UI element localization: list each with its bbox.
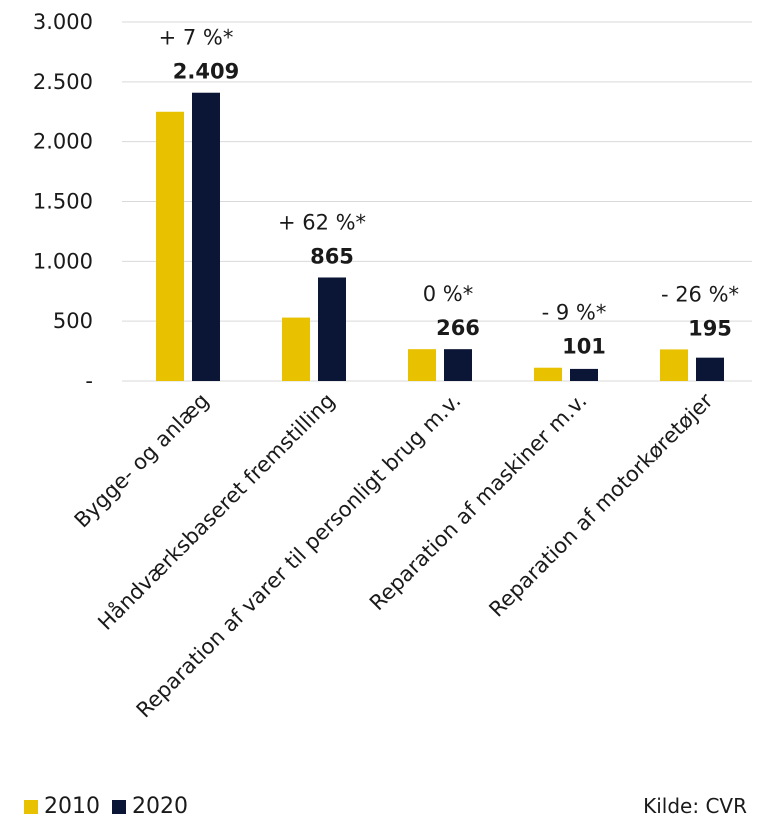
value-label: 101 bbox=[562, 335, 606, 359]
legend-label-2010: 2010 bbox=[44, 794, 100, 819]
bar-2010-2 bbox=[282, 317, 310, 381]
legend: 2010 2020 bbox=[24, 794, 200, 819]
bar-2010-4 bbox=[534, 367, 562, 381]
legend-swatch-2010 bbox=[24, 799, 38, 814]
gridlines bbox=[122, 21, 752, 382]
y-tick-label: - bbox=[85, 369, 93, 393]
category-label: Reparation af maskiner m.v. bbox=[365, 389, 592, 616]
value-label: 865 bbox=[310, 244, 354, 268]
y-axis-ticks: - 500 1.000 1.500 2.000 2.500 3.000 bbox=[33, 10, 93, 393]
y-tick-label: 1.500 bbox=[33, 190, 93, 214]
value-label: 195 bbox=[688, 316, 732, 340]
y-tick-label: 1.000 bbox=[33, 249, 93, 273]
bar-2010-5 bbox=[660, 349, 688, 381]
change-label: - 26 %* bbox=[661, 282, 739, 306]
y-tick-label: 500 bbox=[53, 309, 93, 333]
bar-2020-1 bbox=[192, 92, 220, 382]
data-labels: 2.409 + 7 %* 865 + 62 %* 266 0 %* 101 - 9 %* 195… bbox=[159, 26, 739, 359]
bar-chart: - 500 1.000 1.500 2.000 2.500 3.000 2.409 + 7 %… bbox=[33, 10, 752, 723]
bar-2010-3 bbox=[408, 349, 436, 381]
legend-item-2020: 2020 bbox=[112, 794, 188, 819]
bar-2020-4 bbox=[570, 368, 598, 381]
change-label: + 62 %* bbox=[278, 210, 366, 234]
value-label: 2.409 bbox=[173, 60, 239, 84]
bar-2020-2 bbox=[318, 277, 346, 381]
change-label: + 7 %* bbox=[159, 26, 234, 50]
bar-2020-5 bbox=[696, 357, 724, 381]
change-label: - 9 %* bbox=[542, 301, 607, 325]
legend-swatch-2020 bbox=[112, 799, 126, 814]
category-label: Reparation af motorkøretøjer bbox=[484, 388, 717, 621]
bars bbox=[156, 92, 724, 382]
y-tick-label: 3.000 bbox=[33, 10, 93, 34]
legend-label-2020: 2020 bbox=[132, 794, 188, 819]
source-note: Kilde: CVR bbox=[643, 794, 747, 818]
change-label: 0 %* bbox=[423, 282, 474, 306]
bar-2010-1 bbox=[156, 111, 184, 381]
category-label: Bygge- og anlæg bbox=[70, 389, 214, 533]
value-label: 266 bbox=[436, 316, 480, 340]
category-label: Håndværksbaseret fremstilling bbox=[93, 388, 340, 635]
y-tick-label: 2.500 bbox=[33, 70, 93, 94]
legend-item-2010: 2010 bbox=[24, 794, 100, 819]
y-tick-label: 2.000 bbox=[33, 130, 93, 154]
bar-2020-3 bbox=[444, 349, 472, 381]
